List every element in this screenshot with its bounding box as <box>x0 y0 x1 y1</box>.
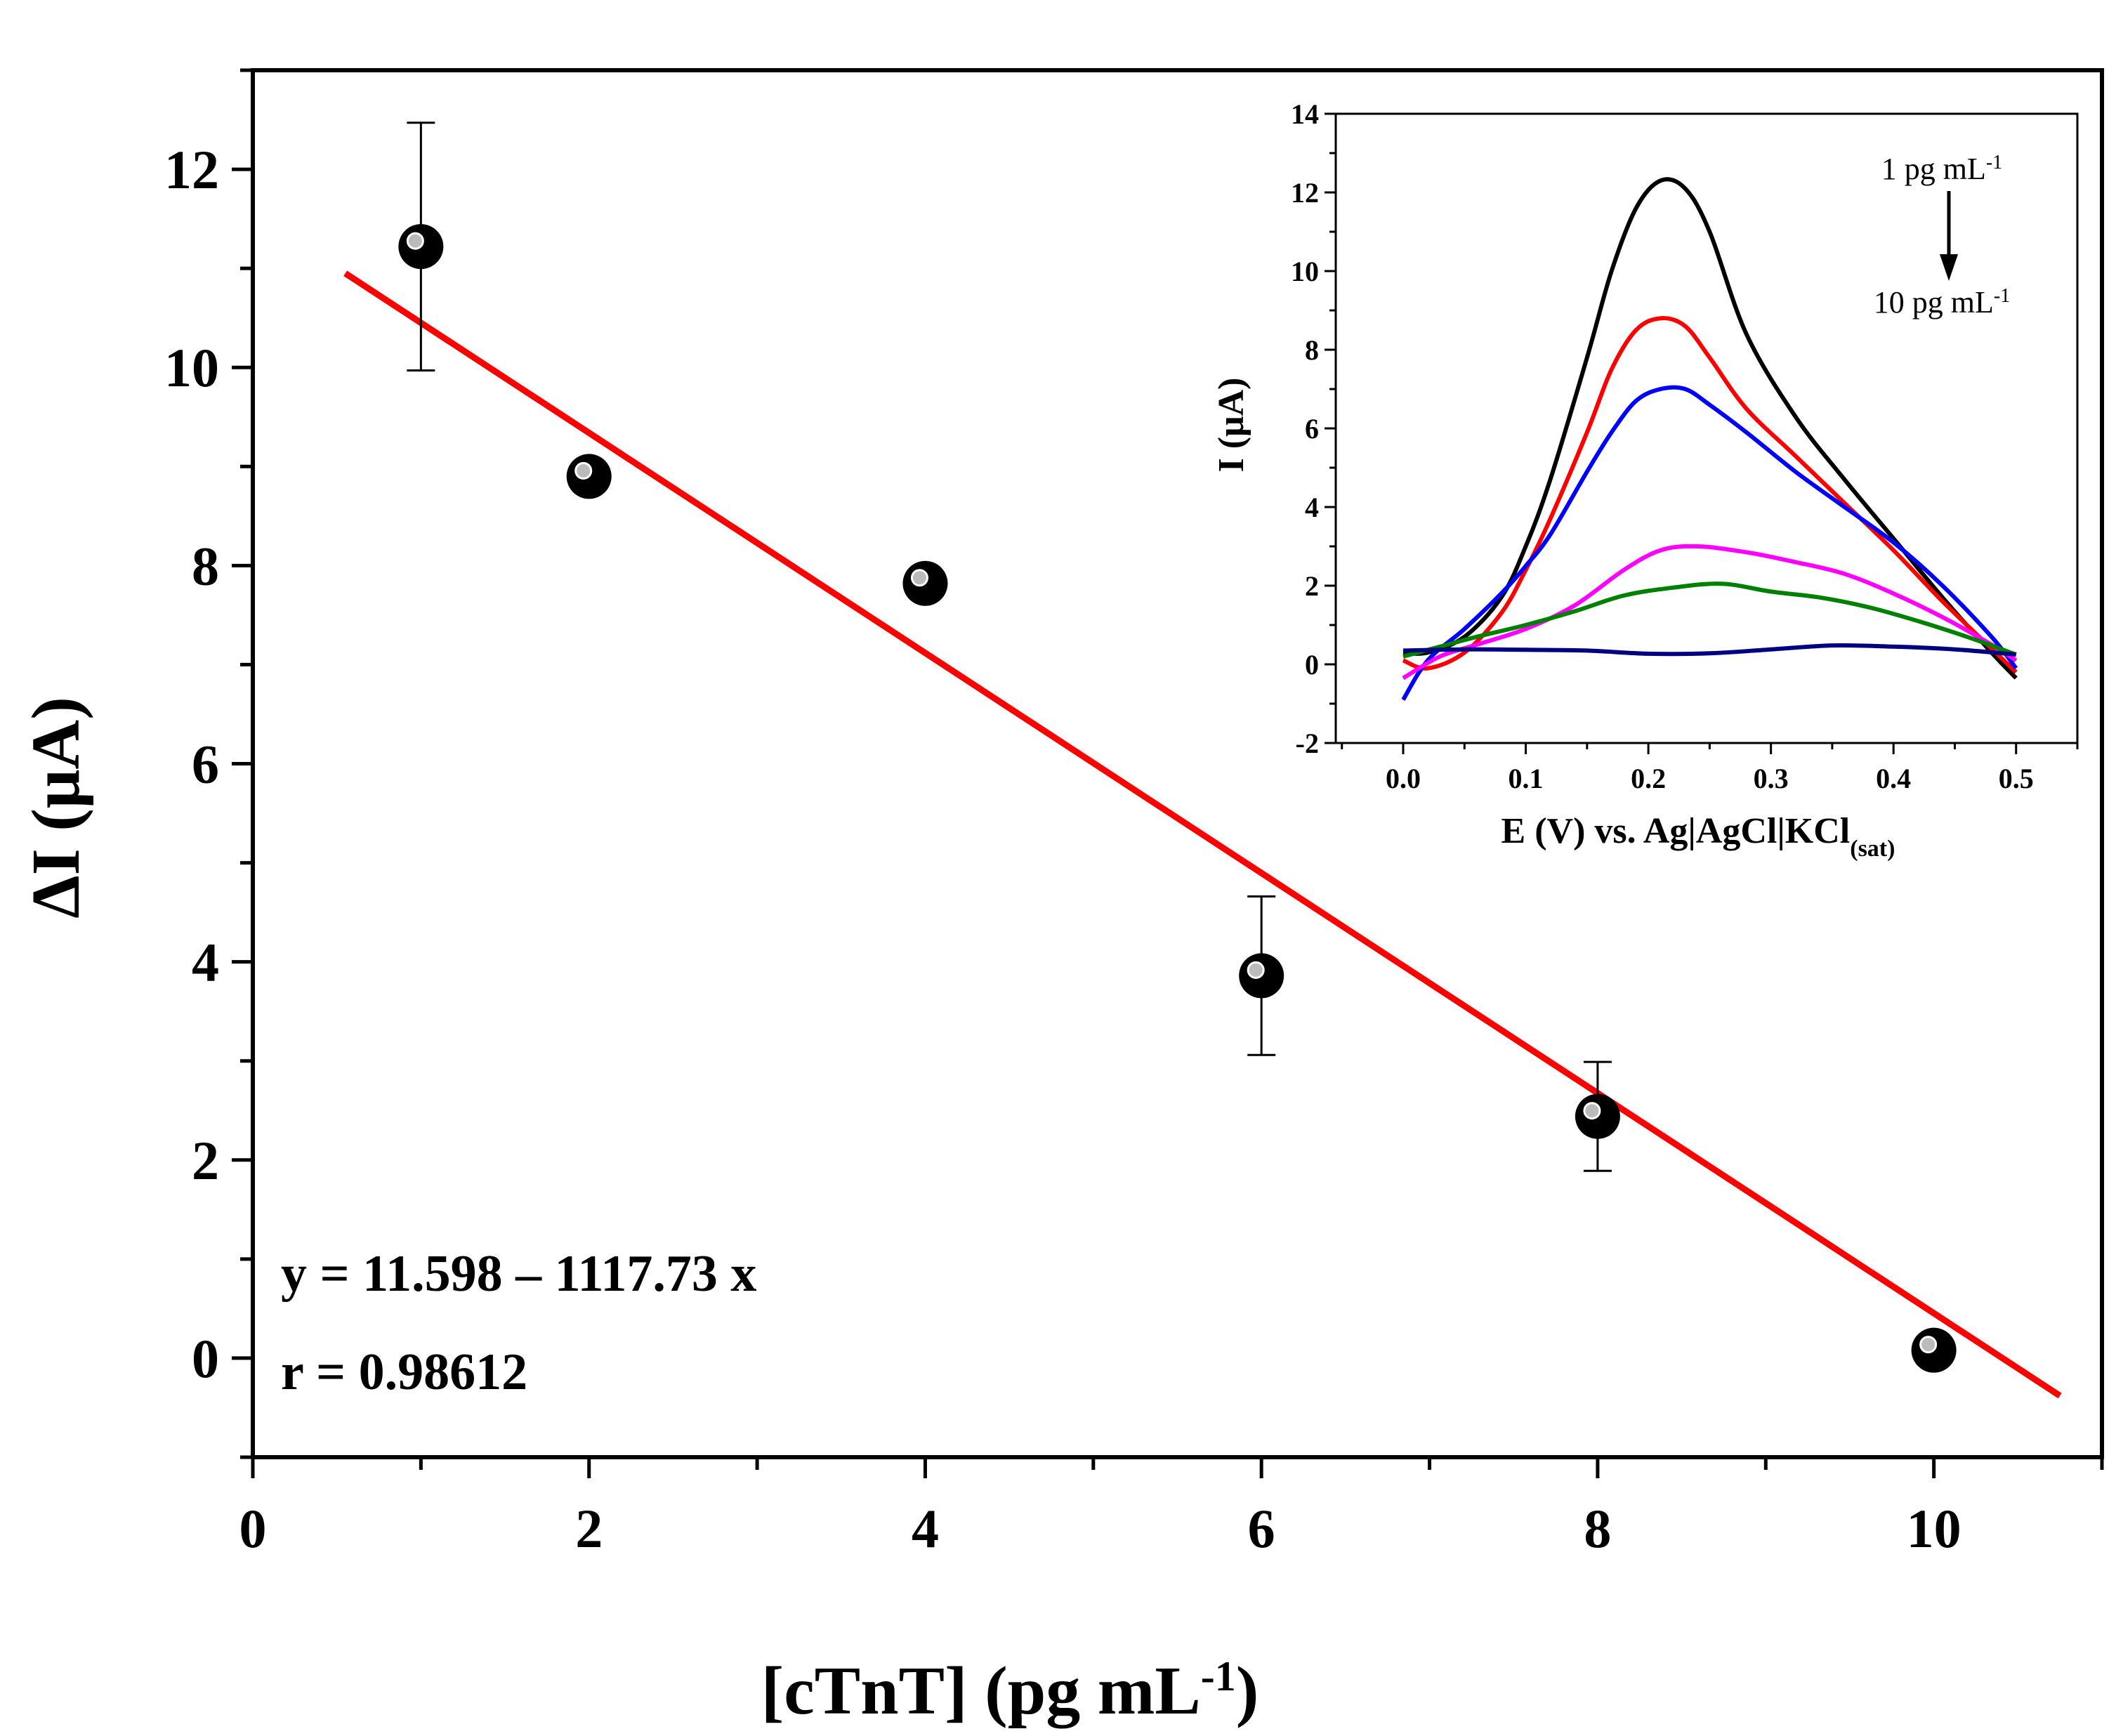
inset-x-tick-labels: 0.0 0.1 0.2 0.3 0.4 0.5 <box>1386 763 2034 794</box>
main-x-tick-label: 6 <box>1248 1498 1275 1559</box>
inset-series-line-6 <box>1402 643 2016 657</box>
inset-x-tick-label: 0.2 <box>1631 763 1666 794</box>
data-point-highlight <box>910 569 928 587</box>
inset-plot: 0.0 0.1 0.2 0.3 0.4 0.5 -2 0 2 4 6 8 10 12 14 E (V) v… <box>1211 98 2079 862</box>
inset-x-axis-title-text: E (V) vs. Ag|AgCl|KCl <box>1501 811 1851 851</box>
inset-concentration-end-label: 10 pg mL-1 <box>1874 285 2010 320</box>
main-x-axis-title-close: ) <box>1236 1653 1259 1729</box>
inset-start-sup: -1 <box>1986 152 2002 173</box>
inset-x-tick-label: 0.3 <box>1754 763 1789 794</box>
inset-y-tick-label: 6 <box>1305 413 1319 445</box>
inset-y-tick-label: 2 <box>1305 570 1319 602</box>
inset-series-line-4 <box>1402 544 2018 680</box>
main-x-tick-label: 8 <box>1584 1498 1611 1559</box>
main-x-axis-title: [cTnT] (pg mL-1) <box>761 1653 1259 1729</box>
inset-series-line-2 <box>1402 316 2018 674</box>
main-y-tick-label: 8 <box>192 535 219 596</box>
inset-x-axis-title-sub: (sat) <box>1850 836 1895 862</box>
inset-series-line-1 <box>1402 177 2018 680</box>
inset-y-tick-labels: -2 0 2 4 6 8 10 12 14 <box>1291 98 1319 759</box>
main-x-axis-title-sup: -1 <box>1201 1653 1236 1699</box>
data-point-highlight <box>406 232 424 250</box>
main-y-tick-label: 10 <box>164 337 219 398</box>
inset-end-sup: -1 <box>1994 285 2010 307</box>
data-point-highlight <box>1919 1336 1938 1354</box>
main-x-tick-label: 0 <box>239 1498 267 1559</box>
inset-x-tick-label: 0.0 <box>1386 763 1421 794</box>
main-y-tick-label: 12 <box>164 139 219 200</box>
inset-y-tick-label: 12 <box>1291 177 1319 209</box>
inset-y-axis-title: I (μA) <box>1211 378 1251 473</box>
main-axes-layer <box>232 68 2104 1478</box>
inset-series-line-3 <box>1401 385 2018 701</box>
inset-series-line-5 <box>1402 581 2017 659</box>
inset-x-tick-label: 0.1 <box>1509 763 1544 794</box>
main-y-tick-label: 0 <box>192 1328 219 1389</box>
main-y-tick-labels: 0 2 4 6 8 10 12 <box>164 139 219 1389</box>
inset-start-text: 1 pg mL <box>1881 152 1986 186</box>
fit-equation: y = 11.598 – 1117.73 x <box>281 1245 756 1303</box>
main-x-tick-label: 4 <box>912 1498 939 1559</box>
inset-y-tick-label: 10 <box>1291 256 1319 287</box>
data-point-highlight <box>1583 1102 1601 1120</box>
main-x-tick-label: 10 <box>1907 1498 1961 1559</box>
main-points-layer <box>398 224 1957 1373</box>
inset-y-tick-label: 4 <box>1305 492 1319 523</box>
inset-series-layer <box>1401 177 2018 701</box>
fit-correlation: r = 0.98612 <box>281 1343 527 1401</box>
inset-x-tick-label: 0.4 <box>1876 763 1911 794</box>
inset-y-tick-label: -2 <box>1296 728 1319 759</box>
main-x-tick-labels: 0 2 4 6 8 10 <box>239 1498 1961 1559</box>
inset-concentration-start-label: 1 pg mL-1 <box>1881 152 2002 187</box>
main-fit-layer <box>343 270 2062 1399</box>
inset-end-text: 10 pg mL <box>1874 285 1994 320</box>
inset-x-axis-title: E (V) vs. Ag|AgCl|KCl(sat) <box>1501 811 1895 862</box>
inset-arrow-head <box>1940 254 1958 281</box>
main-y-tick-label: 6 <box>192 734 219 795</box>
main-x-axis-title-text: [cTnT] (pg mL <box>761 1653 1201 1729</box>
inset-x-tick-label: 0.5 <box>1999 763 2034 794</box>
main-y-axis-title: ΔI (μA) <box>18 697 94 919</box>
main-y-tick-label: 4 <box>192 932 219 993</box>
data-point-highlight <box>574 461 593 480</box>
inset-y-tick-label: 14 <box>1291 98 1319 130</box>
inset-axes-layer <box>1325 112 2079 754</box>
inset-y-tick-label: 0 <box>1305 649 1319 680</box>
fit-line <box>343 270 2062 1399</box>
data-point-highlight <box>1247 961 1265 979</box>
inset-y-tick-label: 8 <box>1305 334 1319 366</box>
main-y-tick-label: 2 <box>192 1130 219 1191</box>
main-x-tick-label: 2 <box>575 1498 603 1559</box>
